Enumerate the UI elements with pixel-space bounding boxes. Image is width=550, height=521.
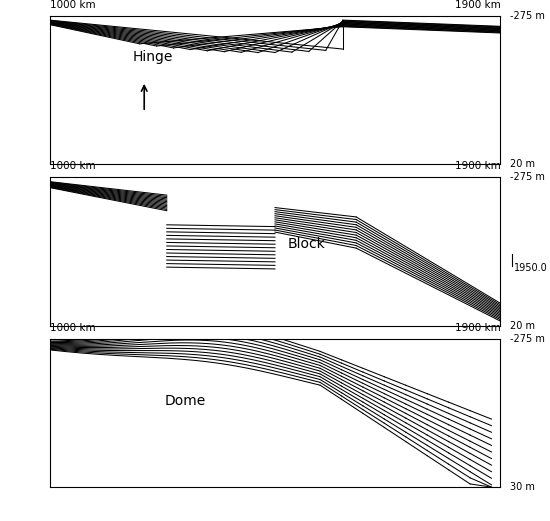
Text: -275 m: -275 m — [509, 333, 544, 344]
Text: 1000 km: 1000 km — [50, 0, 95, 10]
Text: Dome: Dome — [164, 394, 205, 408]
Text: 20 m: 20 m — [509, 159, 535, 169]
Text: 20 m: 20 m — [509, 320, 535, 331]
Text: 1000 km: 1000 km — [50, 322, 95, 333]
Text: Block: Block — [288, 237, 326, 251]
Text: 1900 km: 1900 km — [455, 0, 500, 10]
Text: 30 m: 30 m — [509, 482, 535, 492]
Text: 1900 km: 1900 km — [455, 161, 500, 171]
Text: 1950.0: 1950.0 — [514, 263, 548, 273]
Text: Hinge: Hinge — [133, 50, 173, 64]
Text: -275 m: -275 m — [509, 172, 544, 182]
Text: -275 m: -275 m — [509, 10, 544, 21]
Text: 1900 km: 1900 km — [455, 322, 500, 333]
Text: 1000 km: 1000 km — [50, 161, 95, 171]
